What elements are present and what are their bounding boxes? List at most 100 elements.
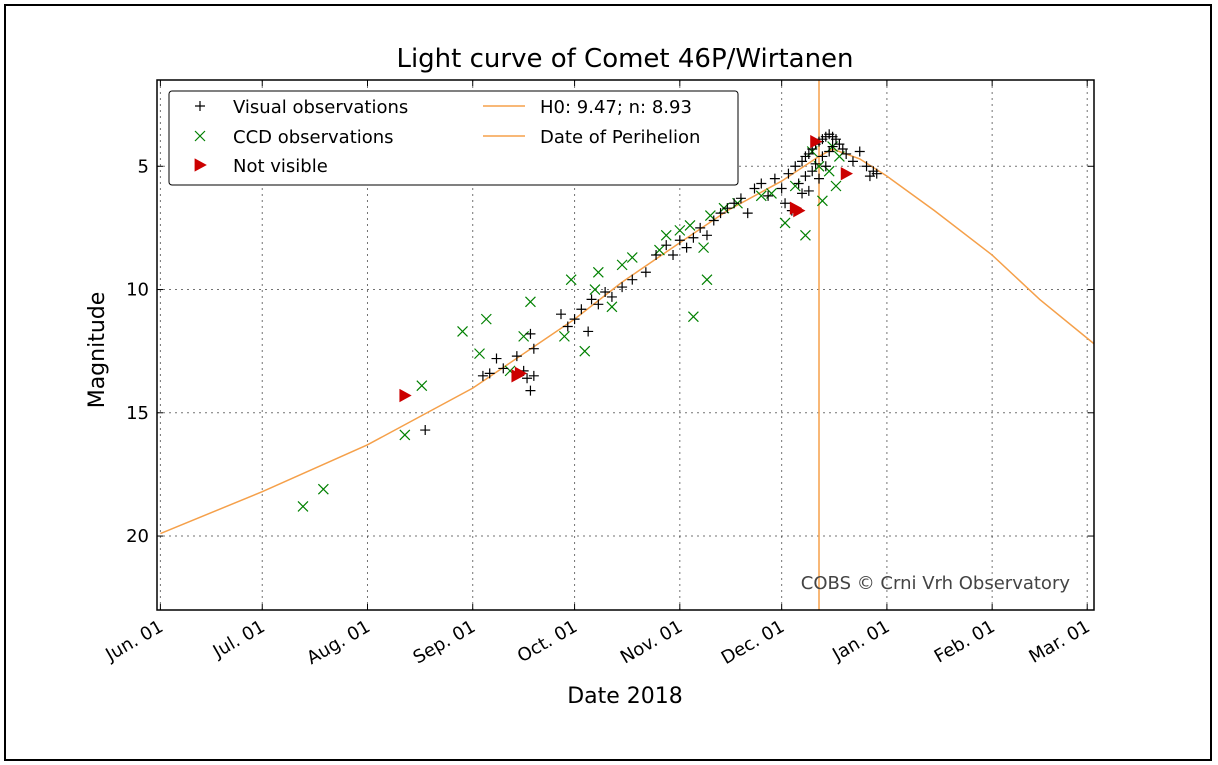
ccd-observation-point <box>816 195 828 207</box>
ccd-observation-point <box>399 429 411 441</box>
not-visible-point <box>399 388 412 403</box>
visual-observation-point <box>810 158 821 169</box>
ccd-observation-point <box>518 330 530 342</box>
ccd-observation-point <box>565 274 577 286</box>
visual-observation-point <box>420 425 431 436</box>
visual-observation-point <box>861 161 872 172</box>
y-axis-label: Magnitude <box>85 292 110 409</box>
visual-observation-point <box>528 370 539 381</box>
y-tick-label: 20 <box>126 526 149 547</box>
x-tick-label: Mar. 01 <box>1025 616 1093 668</box>
ccd-observation-point <box>480 313 492 325</box>
plot-area-border <box>156 79 1095 611</box>
legend-marker-not-visible <box>194 158 207 172</box>
visual-observation-point <box>763 190 774 201</box>
x-tick-label: Jun. 01 <box>101 616 166 666</box>
x-tick-label: Jul. 01 <box>209 616 269 663</box>
legend-label-visual: Visual observations <box>233 97 408 118</box>
visual-observation-point <box>847 156 858 167</box>
legend-marker-ccd <box>194 130 206 142</box>
chart-title: Light curve of Comet 46P/Wirtanen <box>396 44 853 74</box>
visual-observation-point <box>674 235 685 246</box>
ccd-observation-point <box>687 311 699 323</box>
ccd-observation-point <box>589 284 601 295</box>
ccd-observation-point <box>660 229 672 241</box>
legend-label-not-visible: Not visible <box>233 156 328 177</box>
visual-observation-point <box>477 370 488 381</box>
visual-observation-point <box>814 173 825 184</box>
visual-observation-point <box>722 203 733 214</box>
model-curves <box>160 80 1094 610</box>
visual-observation-point <box>583 326 594 337</box>
not-visible-point <box>810 134 823 149</box>
visual-observation-point <box>681 242 692 253</box>
legend-label-ccd: CCD observations <box>233 127 394 148</box>
visual-observation-point <box>708 215 719 226</box>
visual-observation-point <box>491 353 502 364</box>
ccd-observation-point <box>525 296 536 308</box>
visual-observation-point <box>593 299 604 310</box>
visual-observation-point <box>780 198 791 209</box>
ccd-observation-point <box>684 220 696 231</box>
legend-label-model: H0: 9.47; n: 8.93 <box>540 97 692 118</box>
ccd-observation-point <box>592 266 604 278</box>
ccd-observation-point <box>779 217 791 229</box>
visual-observation-point <box>640 267 651 278</box>
x-tick-label: Oct. 01 <box>514 616 581 667</box>
ccd-observation-point <box>800 229 811 241</box>
visual-observation-point <box>735 193 746 204</box>
visual-observation-point <box>803 185 814 196</box>
model-light-curve <box>160 148 1094 535</box>
visual-observation-point <box>729 198 740 209</box>
visual-observation-point <box>525 328 536 339</box>
ccd-observation-point <box>606 301 618 313</box>
visual-observation-point <box>790 161 801 172</box>
x-tick-label: Sep. 01 <box>410 616 480 668</box>
visual-observation-point <box>715 208 726 219</box>
grid-lines <box>157 80 1094 610</box>
visual-observation-point <box>793 178 804 189</box>
not-visible-point <box>514 366 528 381</box>
visual-observation-point <box>797 188 808 199</box>
visual-observation-point <box>600 287 611 297</box>
visual-observation-point <box>498 363 509 374</box>
legend-marker-visual <box>195 101 205 111</box>
visual-observation-point <box>484 368 495 379</box>
visual-observation-point <box>555 309 566 320</box>
y-tick-label: 5 <box>138 156 149 177</box>
x-tick-label: Nov. 01 <box>617 616 686 668</box>
x-tick-label: Aug. 01 <box>303 616 374 669</box>
visual-observation-point <box>688 232 699 243</box>
chart-annotation: COBS © Crni Vrh Observatory <box>801 573 1071 594</box>
ccd-observation-point <box>626 252 638 263</box>
visual-observation-point <box>569 314 580 325</box>
ccd-observation-point <box>416 380 428 392</box>
visual-observation-point <box>776 183 787 194</box>
figure-frame <box>4 4 1212 761</box>
not-visible-point <box>840 167 854 181</box>
visual-observation-point <box>586 294 597 305</box>
legend: Visual observations CCD observations Not… <box>168 90 739 186</box>
not-visible-point <box>793 203 806 218</box>
ccd-observation-point <box>701 274 713 286</box>
visual-observation-point <box>651 250 662 261</box>
visual-observation-point <box>522 373 533 384</box>
visual-observation-point <box>800 171 811 182</box>
ccd-observation-point <box>755 190 767 202</box>
visual-observation-point <box>525 385 536 396</box>
ccd-observation-point <box>698 242 710 254</box>
visual-observation-point <box>617 282 628 293</box>
visual-observation-point <box>841 148 852 159</box>
legend-box <box>168 90 739 186</box>
visual-observation-point <box>817 151 828 162</box>
visual-observation-point <box>661 240 672 251</box>
visual-observation-point <box>511 351 522 362</box>
visual-observation-point <box>668 250 679 261</box>
ccd-observation-point <box>674 224 686 236</box>
visual-observation-point <box>783 168 794 179</box>
visual-observation-point <box>576 304 587 315</box>
visual-observation-point <box>695 222 706 233</box>
ccd-observation-point <box>579 345 591 357</box>
observation-marks <box>297 129 882 512</box>
